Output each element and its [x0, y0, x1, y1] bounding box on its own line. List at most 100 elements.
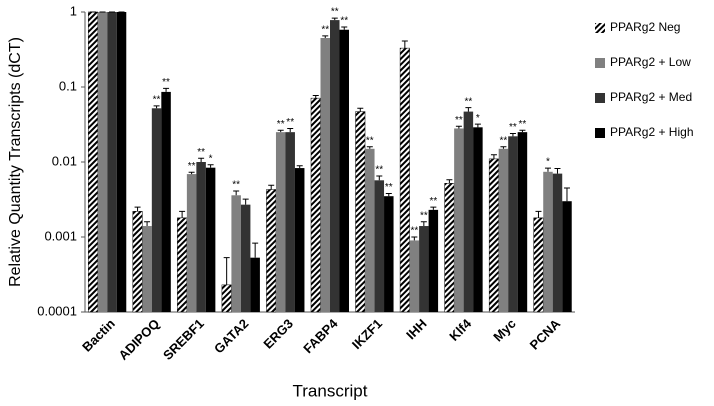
legend-swatch: [595, 23, 605, 33]
error-bar: [223, 257, 230, 285]
x-tick-label: IHH: [403, 316, 429, 342]
significance-label: **: [410, 226, 418, 237]
bar: [562, 201, 572, 312]
significance-label: *: [476, 113, 480, 124]
bar: [275, 132, 286, 312]
legend-label: PPARg2 Neg: [610, 20, 680, 34]
x-tick-label: IKZF1: [349, 316, 385, 352]
x-tick-label: GATA2: [211, 316, 251, 356]
bar: [266, 189, 277, 313]
significance-label: **: [232, 180, 240, 191]
error-bar: [500, 146, 507, 149]
bar: [196, 162, 206, 312]
significance-label: **: [197, 147, 205, 158]
error-bar: [490, 154, 497, 159]
x-tick-label: Myc: [490, 316, 518, 344]
bar: [231, 195, 241, 312]
error-bar: [296, 165, 303, 169]
error-bar: [401, 40, 408, 49]
bar: [250, 257, 260, 312]
significance-label: **: [340, 16, 348, 27]
bar: [142, 226, 152, 312]
error-bar: [411, 236, 418, 241]
legend-label: PPARg2 + Med: [610, 90, 692, 104]
error-bar: [376, 175, 383, 181]
error-bar: [207, 164, 214, 168]
x-tick-label: ADIPOQ: [115, 316, 162, 363]
bar: [294, 168, 305, 312]
bar: [454, 128, 464, 312]
error-bar: [554, 167, 561, 174]
significance-label: *: [209, 153, 213, 164]
error-bar: [420, 221, 427, 227]
bar: [221, 284, 232, 313]
error-bar: [144, 221, 151, 227]
error-bar: [544, 167, 551, 172]
bar: [444, 183, 455, 313]
error-bar: [357, 107, 364, 112]
significance-label: **: [519, 119, 527, 130]
y-tick-label: 0.0001: [37, 303, 77, 318]
legend-label: PPARg2 + High: [610, 125, 694, 139]
error-bar: [509, 132, 516, 137]
x-tick-label: Klf4: [446, 315, 475, 344]
error-bar: [134, 206, 141, 212]
error-bar: [242, 198, 249, 205]
legend-swatch: [595, 58, 605, 68]
bar: [97, 12, 108, 312]
bar: [409, 240, 420, 312]
error-bar: [188, 171, 195, 175]
significance-label: **: [500, 135, 508, 146]
bar: [285, 132, 295, 312]
significance-label: **: [455, 115, 463, 126]
bar: [177, 217, 188, 313]
bar: [463, 111, 474, 313]
bar: [488, 158, 499, 313]
bar: [419, 226, 429, 312]
error-bar: [474, 123, 481, 128]
error-bar: [430, 206, 437, 210]
error-bar: [563, 187, 570, 202]
error-bar: [331, 17, 338, 21]
significance-label: **: [420, 210, 428, 221]
bar: [107, 12, 117, 312]
y-tick-label: 0.1: [59, 78, 77, 93]
significance-label: **: [153, 95, 161, 106]
significance-label: **: [277, 119, 285, 130]
bar: [552, 173, 563, 312]
bar: [205, 167, 216, 312]
significance-label: **: [509, 122, 517, 133]
x-tick-label: PCNA: [527, 316, 564, 353]
error-bar: [233, 190, 240, 196]
bar: [88, 11, 99, 313]
error-bar: [322, 35, 329, 39]
legend-swatch: [595, 93, 605, 103]
bar: [399, 47, 410, 313]
error-bar: [366, 146, 373, 149]
error-bar: [385, 193, 392, 197]
bar: [330, 20, 340, 313]
bar: [355, 111, 366, 313]
significance-label: *: [546, 157, 550, 168]
error-bar: [446, 179, 453, 184]
legend-swatch: [595, 128, 605, 138]
y-tick-label: 0.001: [44, 228, 77, 243]
y-tick-label: 0.01: [52, 153, 77, 168]
significance-label: **: [366, 135, 374, 146]
x-tick-label: SREBF1: [160, 316, 207, 363]
significance-label: **: [188, 161, 196, 172]
bar: [498, 148, 509, 312]
bar: [384, 196, 394, 312]
x-axis-title: Transcript: [293, 381, 368, 400]
bar: [186, 174, 197, 312]
error-bar: [153, 105, 160, 109]
significance-label: **: [375, 165, 383, 176]
error-bar: [312, 95, 319, 99]
bar: [473, 127, 483, 312]
y-axis-title: Relative Quantity Transcripts (dCT): [7, 37, 24, 287]
bar: [116, 12, 127, 312]
bar: [132, 211, 143, 313]
bar: [543, 171, 553, 312]
bar: [240, 204, 251, 312]
